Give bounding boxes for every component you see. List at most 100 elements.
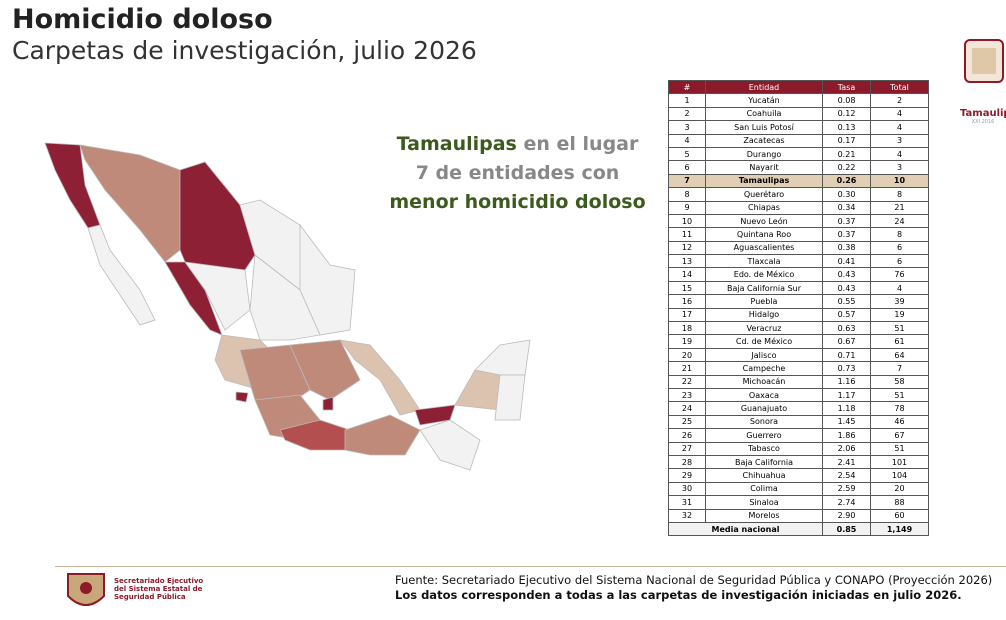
table-cell: 0.12: [822, 106, 871, 122]
table-cell: 30: [668, 481, 706, 497]
table-cell: 25: [668, 414, 706, 430]
table-cell: 0.55: [822, 294, 871, 309]
callout-text: 7 de entidades con: [415, 162, 620, 184]
table-cell: 58: [870, 374, 929, 389]
state: [235, 391, 249, 403]
table-row: 2 Coahuila 0.12 4: [668, 106, 929, 122]
table-cell: 0.17: [822, 133, 871, 148]
table-cell: 27: [668, 441, 706, 456]
table-cell: Oaxaca: [705, 387, 823, 403]
table-cell: 51: [870, 387, 929, 403]
table-cell: Colima: [705, 481, 823, 497]
org-line: Seguridad Pública: [114, 593, 186, 601]
table-cell: 76: [870, 267, 929, 282]
subtitle: Carpetas de investigación, julio 2026: [12, 36, 477, 65]
table-cell: Veracruz: [705, 321, 823, 336]
table-cell: 3: [668, 120, 706, 135]
callout-strong: menor homicidio doloso: [389, 191, 646, 213]
table-cell: 32: [668, 508, 706, 523]
callout: Tamaulipas en el lugar 7 de entidades co…: [380, 130, 655, 217]
footer-cell: 1,149: [870, 521, 929, 537]
table-cell: 10: [668, 213, 706, 229]
table-cell: 12: [668, 240, 706, 256]
footer-cell: 0.85: [822, 521, 871, 537]
org-line: Secretariado Ejecutivo: [114, 577, 204, 585]
table-cell: Nayarit: [705, 160, 823, 175]
state: [87, 224, 156, 326]
logo-emblem: [964, 39, 1004, 83]
table-cell: Zacatecas: [705, 133, 823, 148]
state: [289, 339, 361, 401]
table-cell: 24: [870, 213, 929, 229]
table-cell: Quintana Roo: [705, 227, 823, 242]
table-cell: Campeche: [705, 361, 823, 376]
table-cell: 4: [668, 133, 706, 148]
table-cell: 26: [668, 428, 706, 443]
table-cell: 2.90: [822, 508, 871, 523]
table-cell: 17: [668, 307, 706, 323]
table-row: 21 Campeche 0.73 7: [668, 361, 929, 376]
table-row: 11 Quintana Roo 0.37 8: [668, 227, 929, 242]
table-cell: 31: [668, 495, 706, 510]
table-header: # Entidad Tasa Total: [668, 79, 929, 95]
table-cell: 0.57: [822, 307, 871, 323]
table-cell: 0.34: [822, 200, 871, 215]
source: Fuente: Secretariado Ejecutivo del Siste…: [395, 573, 992, 603]
table-cell: 2.41: [822, 454, 871, 470]
column-header: Entidad: [705, 79, 823, 95]
table-cell: 101: [870, 454, 929, 470]
table-cell: Baja California: [705, 454, 823, 470]
table-cell: 67: [870, 428, 929, 443]
state: [322, 396, 334, 411]
table-cell: 0.13: [822, 120, 871, 135]
table-row: 17 Hidalgo 0.57 19: [668, 307, 929, 323]
table-cell: 3: [870, 160, 929, 175]
column-header: Tasa: [822, 79, 871, 95]
table-cell: 19: [870, 307, 929, 323]
table-cell: 78: [870, 401, 929, 416]
table-cell: Chiapas: [705, 200, 823, 215]
table-cell: 0.41: [822, 254, 871, 269]
org-name: Secretariado Ejecutivo del Sistema Estata…: [114, 577, 203, 601]
org-line: del Sistema Estatal de: [114, 585, 203, 593]
table-cell: 2: [870, 93, 929, 108]
column-header: #: [668, 79, 706, 95]
table-footer: Media nacional 0.85 1,149: [668, 521, 929, 537]
state: [414, 404, 456, 426]
table-cell: 7: [870, 361, 929, 376]
table-cell: 21: [668, 361, 706, 376]
table-cell: 20: [668, 347, 706, 363]
table-row: 18 Veracruz 0.63 51: [668, 321, 929, 336]
emblem-inner: [972, 48, 996, 74]
state: [494, 374, 526, 421]
table-cell: 51: [870, 321, 929, 336]
table-cell: Baja California Sur: [705, 280, 823, 296]
table-cell: Jalisco: [705, 347, 823, 363]
table-row: 26 Guerrero 1.86 67: [668, 428, 929, 443]
table-cell: 11: [668, 227, 706, 242]
table-row: 12 Aguascalientes 0.38 6: [668, 240, 929, 256]
table-cell: Chihuahua: [705, 468, 823, 483]
table-cell: 0.71: [822, 347, 871, 363]
table-cell: Hidalgo: [705, 307, 823, 323]
table-cell: Nuevo León: [705, 213, 823, 229]
state: [454, 369, 501, 411]
logo-tagline: XXI 2016: [971, 119, 995, 125]
state: [344, 414, 421, 456]
state: [339, 339, 421, 416]
table-cell: 1.86: [822, 428, 871, 443]
table-cell: 8: [870, 227, 929, 242]
org-emblem: [67, 573, 105, 606]
table-cell: 8: [668, 187, 706, 202]
table-cell: 1.17: [822, 387, 871, 403]
table-cell: 14: [668, 267, 706, 282]
table-cell: 18: [668, 321, 706, 336]
table-row: 27 Tabasco 2.06 51: [668, 441, 929, 456]
table-cell: 0.67: [822, 334, 871, 349]
title: Homicidio doloso: [12, 4, 273, 35]
table-cell: Aguascalientes: [705, 240, 823, 256]
table-row: 10 Nuevo León 0.37 24: [668, 213, 929, 229]
table-row: 1 Yucatán 0.08 2: [668, 93, 929, 108]
table-row: 6 Nayarit 0.22 3: [668, 160, 929, 175]
table-cell: 0.63: [822, 321, 871, 336]
